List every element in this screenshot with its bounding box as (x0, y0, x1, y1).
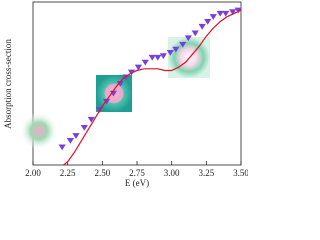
chart: E (eV) Absorption cross-section 2.00 2.25… (3, 1, 248, 188)
x-tick-label: 2.25 (60, 168, 76, 178)
x-axis-label: E (eV) (125, 178, 149, 188)
triangle-marker (172, 46, 180, 53)
x-tick-label: 3.50 (233, 168, 248, 178)
triangle-marker (80, 124, 88, 131)
triangle-marker (209, 14, 217, 20)
x-tick-label: 2.00 (25, 168, 41, 178)
triangle-marker (191, 30, 199, 37)
triangle-marker (204, 19, 212, 25)
triangle-marker (166, 50, 174, 56)
x-tick-label: 2.75 (129, 168, 145, 178)
plot-frame (32, 1, 242, 166)
triangle-marker (179, 41, 187, 48)
x-tick-label: 3.00 (164, 168, 180, 178)
triangle-marker (72, 133, 80, 139)
triangle-marker (229, 9, 237, 16)
triangle-marker (148, 54, 156, 61)
triangle-marker (87, 116, 95, 123)
data-line (63, 9, 242, 166)
triangle-marker (198, 23, 206, 30)
x-tick-label: 3.25 (198, 168, 214, 178)
triangle-marker (66, 138, 75, 144)
triangle-marker (58, 144, 66, 151)
triangle-marker (102, 98, 111, 105)
inset-image (20, 112, 58, 150)
triangle-marker (234, 7, 242, 14)
triangle-marker (141, 59, 149, 66)
triangle-marker (154, 54, 162, 61)
triangle-marker (222, 10, 230, 17)
triangle-marker (116, 80, 124, 87)
triangle-marker (134, 64, 142, 71)
triangle-marker (184, 35, 192, 42)
triangle-marker (159, 53, 167, 60)
triangle-marker (216, 10, 224, 17)
y-axis-label: Absorption cross-section (3, 39, 13, 129)
x-tick-label: 2.50 (94, 168, 110, 178)
